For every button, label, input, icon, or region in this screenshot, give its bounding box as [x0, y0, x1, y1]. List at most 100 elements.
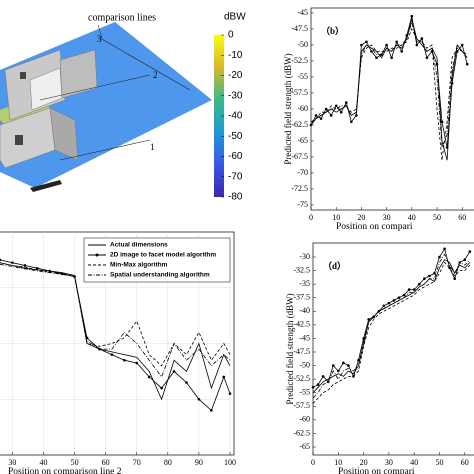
- y-axis-label: Predicted field strength (dBW): [283, 53, 293, 164]
- marker: [435, 62, 439, 66]
- marker: [48, 269, 52, 273]
- marker: [428, 274, 431, 278]
- x-axis-label: Position on comparison line 2: [8, 467, 122, 474]
- marker: [387, 301, 391, 305]
- colorbar-label: dBW: [224, 12, 246, 23]
- x-tick-label: 30: [383, 213, 391, 222]
- marker: [385, 43, 388, 47]
- y-tick-label: -67.5: [291, 152, 308, 161]
- y-tick-label: -60: [297, 104, 308, 113]
- x-tick-label: 100: [224, 458, 236, 467]
- marker: [110, 353, 114, 356]
- marker: [417, 282, 421, 286]
- marker: [460, 43, 464, 47]
- marker: [344, 101, 348, 104]
- marker: [228, 392, 232, 395]
- marker: [468, 250, 472, 253]
- y-tick-label: -60: [299, 415, 310, 424]
- marker: [314, 114, 318, 117]
- y-tick-label: -52.5: [291, 56, 308, 65]
- y-tick-label: -32.5: [293, 265, 310, 274]
- x-tick-label: 50: [433, 213, 441, 222]
- y-tick-label: -45: [297, 8, 308, 17]
- marker: [311, 385, 315, 389]
- y-tick-label: -40: [299, 306, 310, 315]
- y-tick-label: -47.5: [293, 347, 310, 356]
- colorbar: [214, 35, 224, 197]
- marker: [438, 255, 441, 259]
- marker: [397, 296, 401, 300]
- y-tick-label: -57.5: [291, 88, 308, 97]
- chart: 0 10 20 30 40 50 60 -45 -47.5 -50 -52.5 -55 -57.5 -60…: [283, 7, 474, 232]
- legend-label: Min-Max algorithm: [110, 262, 168, 269]
- marker: [382, 304, 386, 308]
- marker: [334, 104, 338, 108]
- scene-render: comparison lines 1 2 3 dBW: [0, 12, 246, 197]
- x-tick-label: 10: [334, 458, 342, 467]
- y-tick-label: -62.5: [293, 428, 310, 437]
- marker: [160, 386, 163, 390]
- y-tick-label: -55: [297, 72, 308, 81]
- marker: [390, 56, 393, 60]
- marker: [319, 117, 323, 120]
- series-line: [310, 28, 468, 161]
- colorbar-tick-label: -80: [228, 192, 243, 203]
- marker: [433, 271, 436, 275]
- legend-marker: [95, 253, 99, 257]
- colorbar-tick-label: -50: [228, 131, 243, 142]
- marker: [316, 383, 320, 386]
- x-tick-label: 60: [102, 458, 110, 467]
- series-line: [0, 263, 231, 378]
- legend-box: [83, 237, 231, 283]
- marker: [430, 50, 434, 53]
- y-tick-label: -30: [299, 252, 310, 261]
- marker: [362, 337, 365, 340]
- marker: [23, 264, 27, 267]
- y-tick-label: -70: [297, 168, 308, 177]
- marker: [412, 288, 416, 291]
- y-axis-label: Predicted field strength (dBW): [285, 293, 295, 404]
- y-tick-label: -75: [297, 200, 308, 209]
- y-tick-label: -42.5: [293, 320, 310, 329]
- marker: [425, 56, 429, 60]
- y-tick-label: -35: [299, 279, 310, 288]
- marker: [347, 364, 350, 367]
- marker: [375, 56, 378, 60]
- x-tick-label: 50: [71, 458, 79, 467]
- window: [15, 135, 23, 145]
- line-label: 3: [97, 34, 102, 44]
- wall: [49, 107, 79, 161]
- marker: [321, 375, 325, 378]
- series-line: [0, 259, 231, 412]
- marker: [392, 299, 396, 302]
- x-tick-label: 30: [385, 458, 393, 467]
- marker: [324, 107, 328, 111]
- x-tick-label: 40: [410, 458, 418, 467]
- marker: [445, 146, 449, 149]
- leader: [97, 24, 103, 39]
- wall: [59, 49, 98, 99]
- line-label: 1: [150, 142, 155, 152]
- marker: [11, 261, 14, 264]
- series-line: [310, 16, 468, 148]
- legend-label: Actual dimensions: [110, 242, 168, 249]
- x-tick-label: 10: [332, 213, 340, 222]
- y-tick-label: -55: [299, 388, 310, 397]
- plot-frame: [0, 231, 235, 456]
- marker: [0, 258, 2, 262]
- colorbar-tick-label: -40: [228, 111, 243, 122]
- colorbar-tick-label: -10: [228, 50, 243, 61]
- series-line: [312, 259, 471, 393]
- colorbar-tick-label: -70: [228, 171, 243, 182]
- marker: [400, 50, 404, 53]
- series-line: [312, 253, 471, 399]
- series-line: [310, 21, 468, 148]
- marker: [339, 110, 343, 114]
- marker: [415, 43, 419, 47]
- y-tick-label: -72.5: [291, 184, 308, 193]
- legend-label: Spatial understanding algorithm: [110, 272, 210, 279]
- marker: [407, 288, 411, 291]
- marker: [172, 370, 176, 373]
- marker: [350, 120, 353, 124]
